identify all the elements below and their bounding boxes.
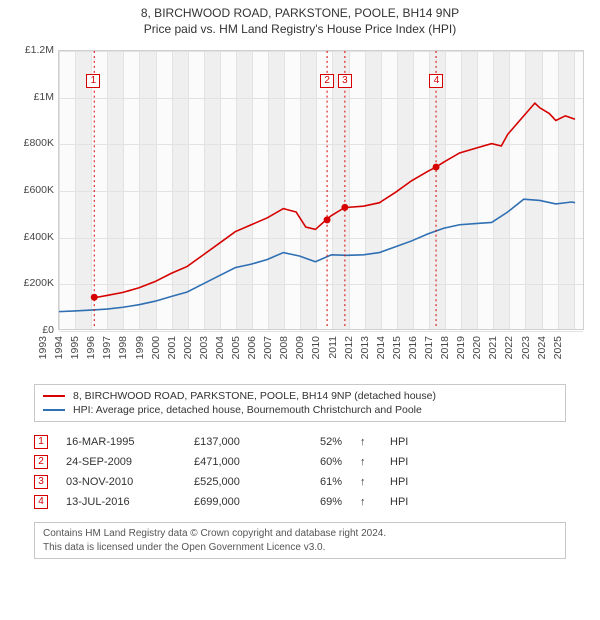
event-suffix: HPI — [390, 456, 408, 468]
event-price: £137,000 — [194, 436, 284, 448]
event-pct: 60% — [302, 456, 342, 468]
event-suffix: HPI — [390, 476, 408, 488]
up-arrow-icon: ↑ — [360, 496, 372, 508]
legend: 8, BIRCHWOOD ROAD, PARKSTONE, POOLE, BH1… — [34, 384, 566, 422]
event-number-box: 4 — [429, 74, 443, 88]
legend-row: HPI: Average price, detached house, Bour… — [43, 403, 557, 417]
series-hpi — [59, 199, 575, 311]
chart-title-line2: Price paid vs. HM Land Registry's House … — [10, 22, 590, 36]
event-number-box: 2 — [34, 455, 48, 469]
footer-attribution: Contains HM Land Registry data © Crown c… — [34, 522, 566, 559]
up-arrow-icon: ↑ — [360, 476, 372, 488]
legend-label: 8, BIRCHWOOD ROAD, PARKSTONE, POOLE, BH1… — [73, 390, 436, 402]
table-row: 3 03-NOV-2010 £525,000 61% ↑ HPI — [34, 472, 566, 492]
event-dot — [341, 204, 348, 211]
event-price: £525,000 — [194, 476, 284, 488]
event-number-box: 1 — [34, 435, 48, 449]
event-number-box: 4 — [34, 495, 48, 509]
event-date: 16-MAR-1995 — [66, 436, 176, 448]
event-dot — [433, 164, 440, 171]
y-tick-label: £400K — [10, 231, 54, 243]
legend-swatch — [43, 409, 65, 411]
y-tick-label: £1.2M — [10, 44, 54, 56]
table-row: 4 13-JUL-2016 £699,000 69% ↑ HPI — [34, 492, 566, 512]
event-date: 24-SEP-2009 — [66, 456, 176, 468]
event-number-box: 1 — [86, 74, 100, 88]
legend-label: HPI: Average price, detached house, Bour… — [73, 404, 422, 416]
footer-line1: Contains HM Land Registry data © Crown c… — [43, 527, 557, 541]
event-date: 03-NOV-2010 — [66, 476, 176, 488]
y-tick-label: £1M — [10, 91, 54, 103]
chart-title-line1: 8, BIRCHWOOD ROAD, PARKSTONE, POOLE, BH1… — [10, 6, 590, 20]
event-price: £699,000 — [194, 496, 284, 508]
plot-svg — [59, 51, 583, 329]
footer-line2: This data is licensed under the Open Gov… — [43, 541, 557, 555]
event-price: £471,000 — [194, 456, 284, 468]
event-number-box: 3 — [34, 475, 48, 489]
events-table: 1 16-MAR-1995 £137,000 52% ↑ HPI 2 24-SEP-2009 £… — [34, 432, 566, 512]
up-arrow-icon: ↑ — [360, 456, 372, 468]
chart-title-block: 8, BIRCHWOOD ROAD, PARKSTONE, POOLE, BH1… — [0, 0, 600, 38]
y-tick-label: £200K — [10, 277, 54, 289]
y-tick-label: £0 — [10, 324, 54, 336]
event-pct: 52% — [302, 436, 342, 448]
table-row: 1 16-MAR-1995 £137,000 52% ↑ HPI — [34, 432, 566, 452]
event-pct: 69% — [302, 496, 342, 508]
event-date: 13-JUL-2016 — [66, 496, 176, 508]
y-tick-label: £600K — [10, 184, 54, 196]
event-suffix: HPI — [390, 496, 408, 508]
x-tick-label: 2025 — [552, 336, 594, 359]
up-arrow-icon: ↑ — [360, 436, 372, 448]
legend-row: 8, BIRCHWOOD ROAD, PARKSTONE, POOLE, BH1… — [43, 389, 557, 403]
y-tick-label: £800K — [10, 137, 54, 149]
plot-area — [58, 50, 584, 330]
chart-container: 1993199419951996199719981999200020012002… — [10, 44, 590, 374]
event-number-box: 2 — [320, 74, 334, 88]
gridline-h — [59, 331, 583, 332]
table-row: 2 24-SEP-2009 £471,000 60% ↑ HPI — [34, 452, 566, 472]
series-property — [94, 103, 575, 298]
event-suffix: HPI — [390, 436, 408, 448]
event-dot — [91, 294, 98, 301]
event-pct: 61% — [302, 476, 342, 488]
event-number-box: 3 — [338, 74, 352, 88]
legend-swatch — [43, 395, 65, 397]
event-dot — [324, 216, 331, 223]
